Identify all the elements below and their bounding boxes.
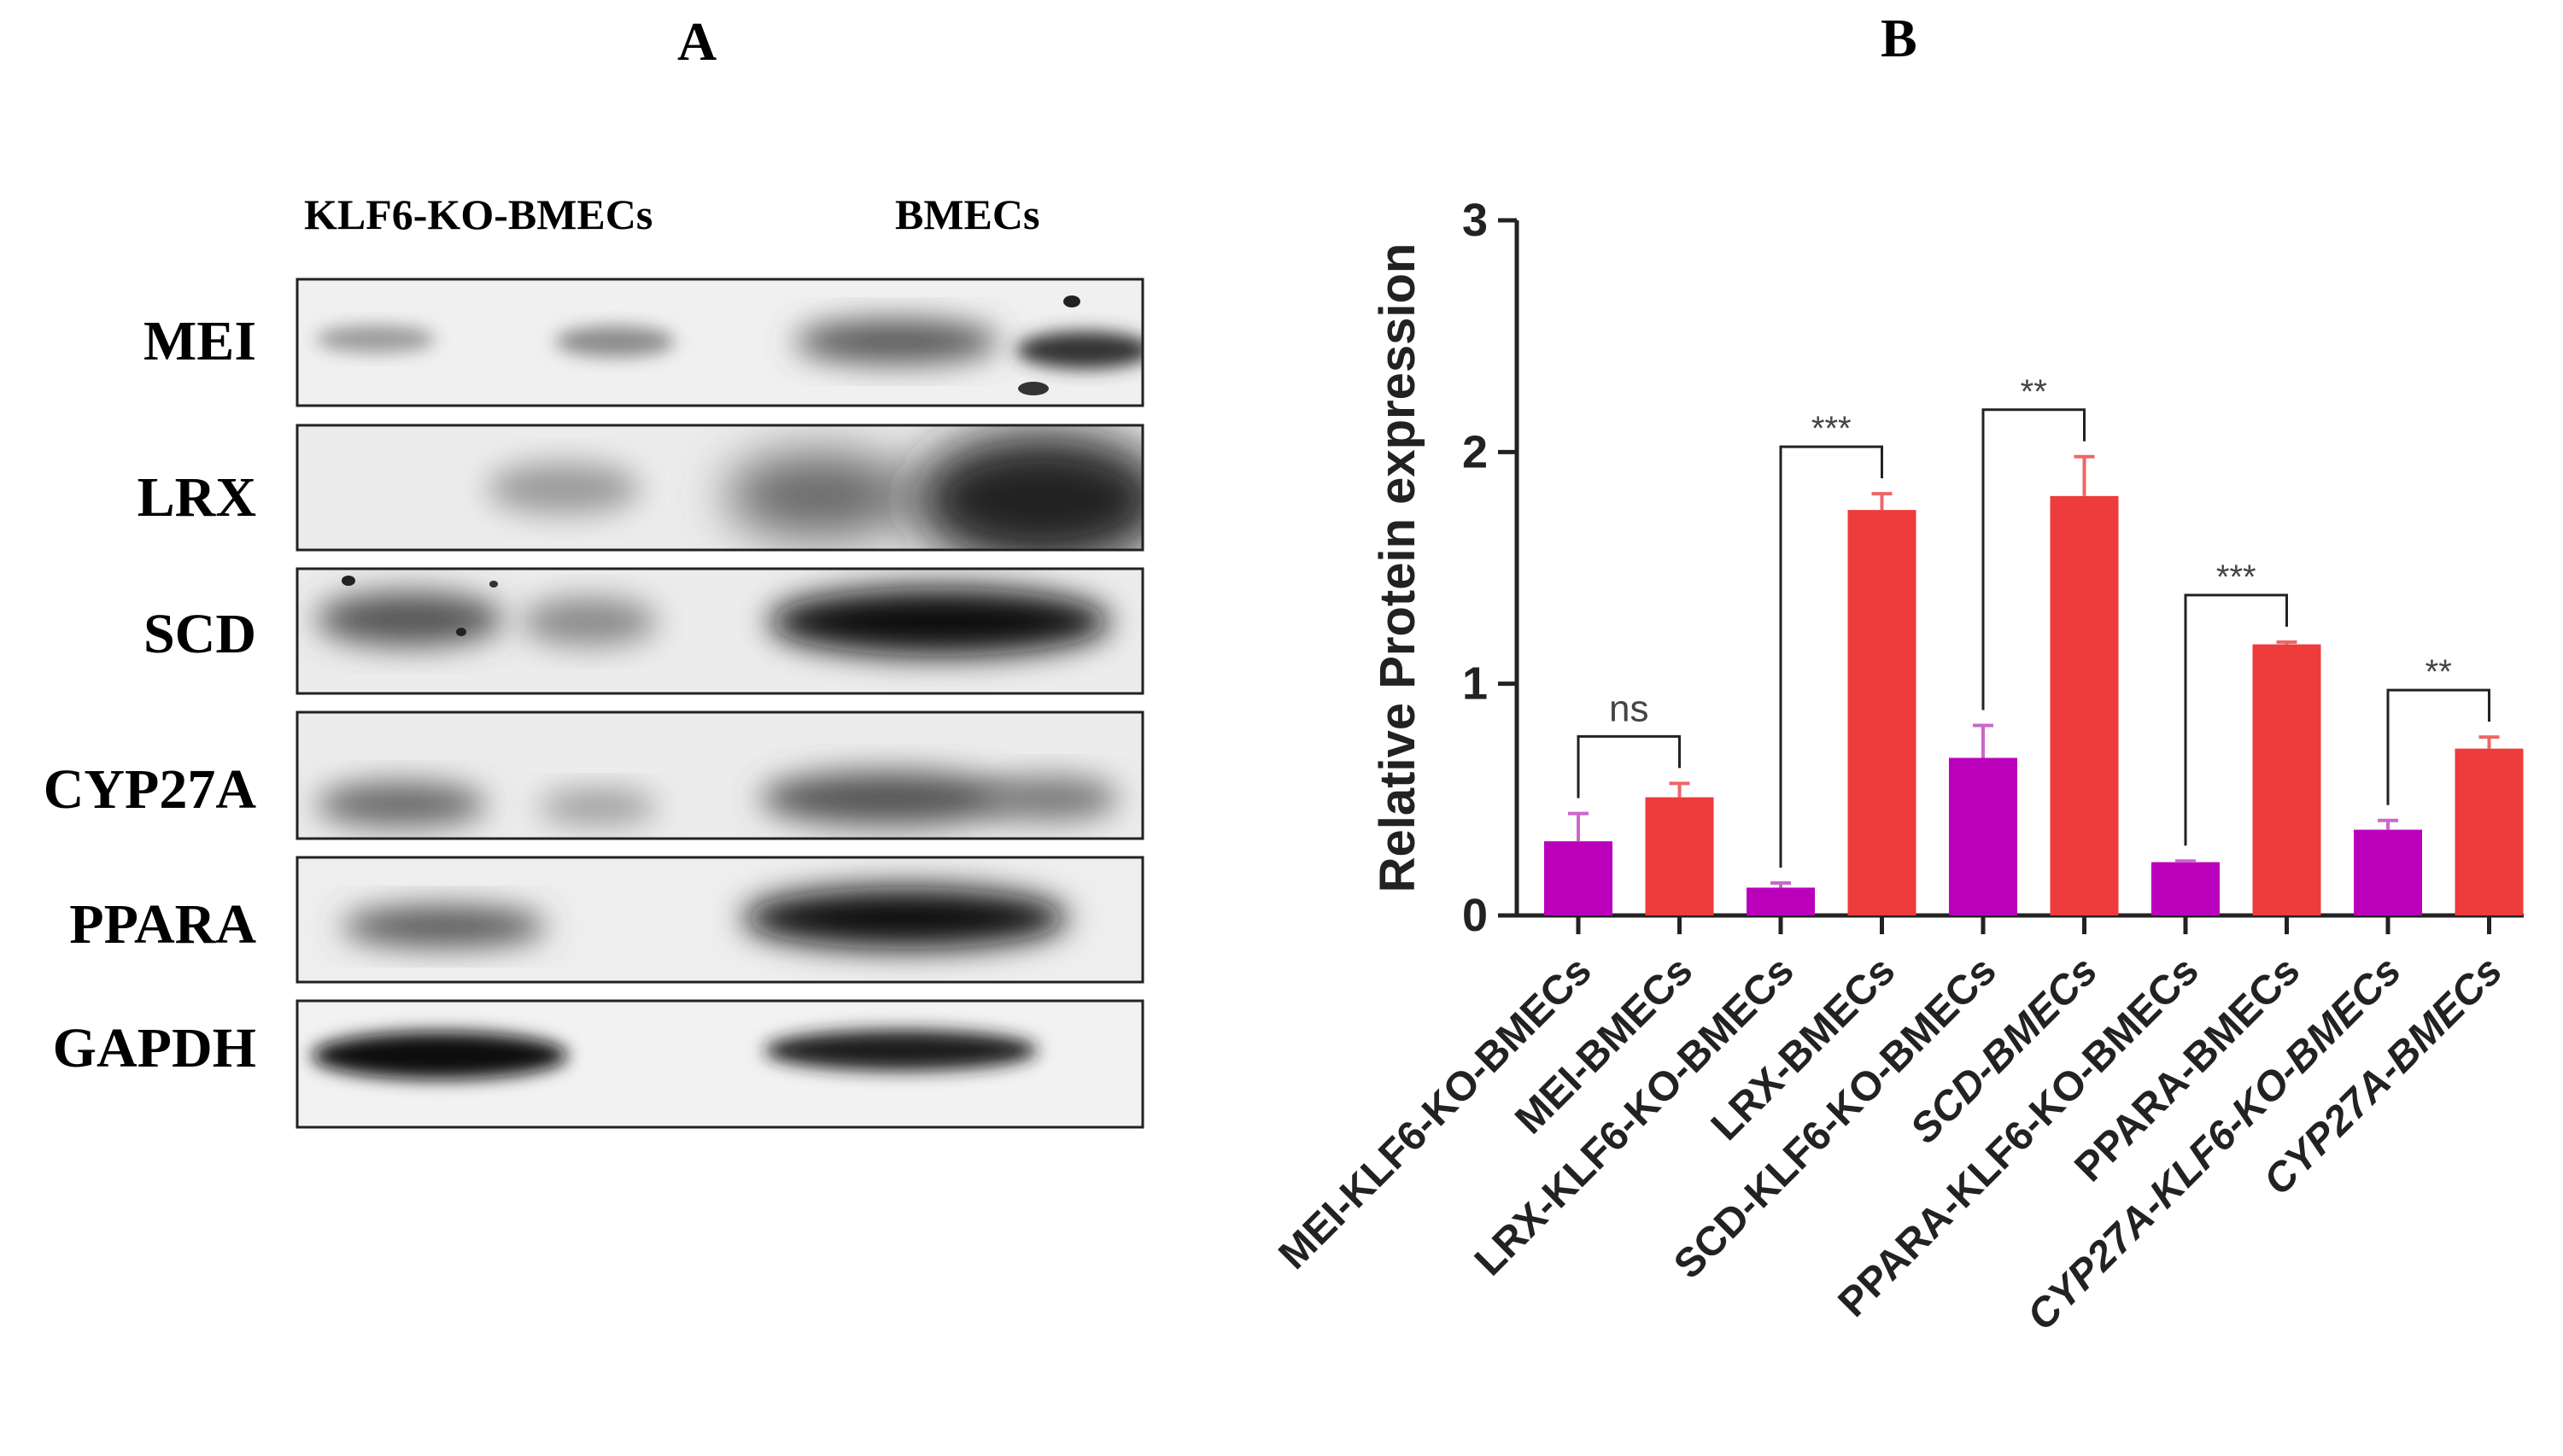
significance-bracket	[1577, 734, 1681, 798]
significance-bracket	[1981, 408, 2086, 710]
blot-label-ppara: PPARA	[69, 893, 256, 956]
significance-label: ns	[1609, 687, 1648, 729]
y-tick-label: 2	[1462, 426, 1488, 477]
blot-label-gapdh: GAPDH	[52, 1017, 256, 1079]
panel-b-letter: B	[1881, 8, 1917, 68]
significance-label: ***	[1811, 410, 1852, 447]
bar-mei-bmecs	[1645, 797, 1714, 915]
bar-ppara-klf6-ko-bmecs	[2151, 862, 2220, 915]
significance-bracket	[1779, 445, 1883, 868]
blot-label-lrx: LRX	[137, 466, 256, 529]
lane-header-ko: KLF6-KO-BMECs	[304, 190, 653, 238]
bar-scd-klf6-ko-bmecs	[1949, 757, 2017, 915]
bar-cyp27a-bmecs	[2455, 748, 2524, 915]
lane-header-wt: BMECs	[895, 190, 1040, 238]
blot-label-scd: SCD	[143, 603, 256, 665]
significance-label: **	[2021, 373, 2047, 411]
significance-label: **	[2425, 653, 2452, 691]
y-axis-label: Relative Protein expression	[1370, 243, 1425, 893]
significance-bracket	[2184, 594, 2288, 846]
bar-cyp27a-klf6-ko-bmecs	[2354, 829, 2422, 915]
significance-label: ***	[2216, 558, 2256, 596]
y-tick-label: 0	[1462, 890, 1488, 941]
bar-lrx-klf6-ko-bmecs	[1747, 887, 1815, 915]
bar-scd-bmecs	[2050, 495, 2119, 915]
blot-label-mei: MEI	[143, 310, 256, 372]
y-tick-label: 1	[1462, 658, 1488, 710]
significance-bracket	[2386, 688, 2490, 805]
blot-label-cyp27a: CYP27A	[43, 758, 256, 821]
bar-mei-klf6-ko-bmecs	[1544, 841, 1612, 915]
bar-ppara-bmecs	[2252, 644, 2321, 915]
bar-lrx-bmecs	[1847, 510, 1916, 915]
panel-a-letter: A	[677, 11, 717, 72]
y-tick-label: 3	[1462, 195, 1488, 246]
